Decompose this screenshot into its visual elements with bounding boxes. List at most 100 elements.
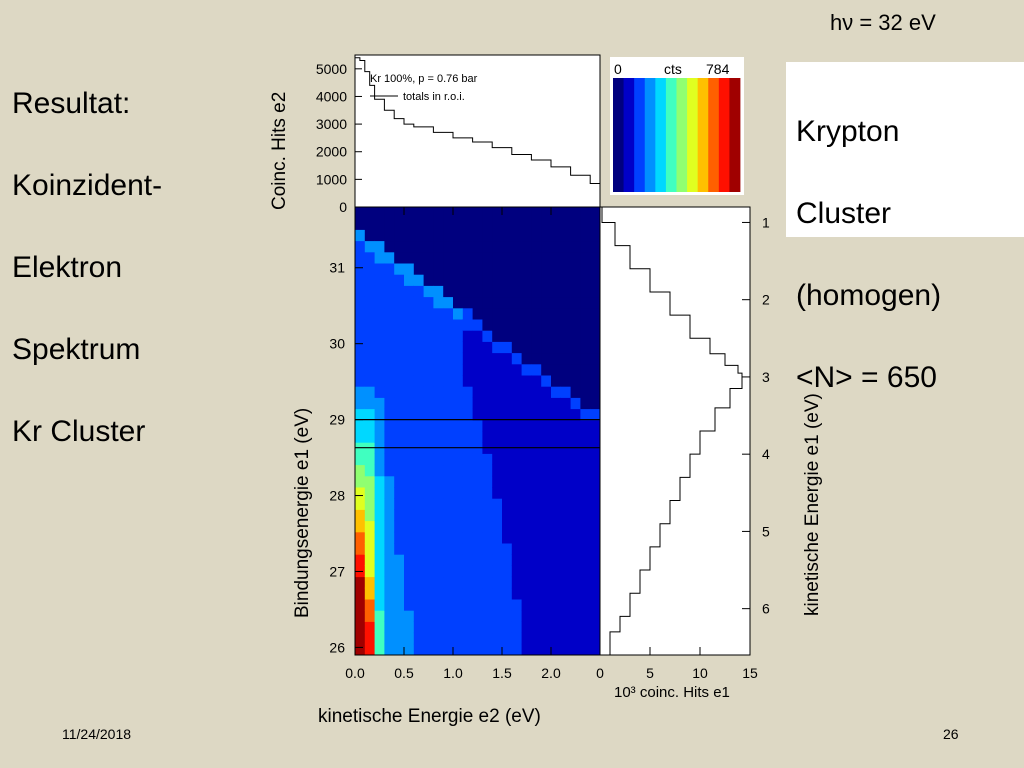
heatmap-cell bbox=[541, 643, 552, 656]
heatmap-cell bbox=[521, 240, 532, 253]
heatmap-cell bbox=[521, 307, 532, 320]
heatmap-cell bbox=[374, 554, 385, 566]
heatmap-cell bbox=[521, 352, 532, 365]
heatmap-cell bbox=[492, 621, 503, 634]
title-line: Resultat: bbox=[12, 87, 131, 120]
heatmap-cell bbox=[384, 296, 395, 309]
heatmap-cell bbox=[590, 498, 601, 510]
heatmap-cell bbox=[374, 543, 385, 555]
heatmap-cell bbox=[531, 576, 542, 589]
heatmap-cell bbox=[492, 554, 503, 566]
heatmap-cell bbox=[394, 543, 405, 555]
heatmap-cell bbox=[453, 419, 464, 432]
heatmap-cell bbox=[521, 621, 532, 634]
heatmap-cell bbox=[511, 464, 523, 477]
heatmap-cell bbox=[394, 363, 405, 376]
heatmap-cell bbox=[511, 419, 523, 432]
heatmap-cell bbox=[443, 453, 454, 466]
heatmap-cell bbox=[394, 251, 405, 264]
heatmap-cell bbox=[384, 330, 395, 342]
heatmap-cell bbox=[560, 487, 572, 499]
heatmap-cell bbox=[511, 520, 523, 533]
heatmap-cell bbox=[453, 207, 464, 219]
heatmap-cell bbox=[502, 263, 513, 275]
heatmap-cell bbox=[531, 498, 542, 510]
heatmap-cell bbox=[511, 330, 523, 342]
title-line: Elektron bbox=[12, 251, 123, 284]
heatmap-cell bbox=[355, 285, 366, 298]
heatmap-cell bbox=[374, 240, 385, 253]
heatmap-cell bbox=[531, 632, 542, 645]
heatmap-cell bbox=[492, 263, 503, 275]
heatmap-cell bbox=[413, 274, 425, 286]
heatmap-cell bbox=[443, 531, 454, 544]
heatmap-cell bbox=[404, 498, 415, 510]
heatmap-cell bbox=[384, 643, 395, 656]
heatmap-cell bbox=[404, 531, 415, 544]
heatmap-cell bbox=[394, 599, 405, 611]
heatmap-cell bbox=[560, 554, 572, 566]
heatmap-ytick-label: 28 bbox=[329, 488, 345, 504]
colorbar-stripe bbox=[687, 78, 699, 192]
heatmap-cell bbox=[570, 397, 581, 410]
heatmap-cell bbox=[433, 240, 444, 253]
right-ytick-label: 1 bbox=[762, 214, 770, 230]
heatmap-cell bbox=[355, 610, 366, 622]
heatmap-cell bbox=[443, 487, 454, 499]
heatmap-cell bbox=[560, 453, 572, 466]
heatmap-cell bbox=[560, 218, 572, 230]
heatmap-cell bbox=[570, 285, 581, 298]
right-ytick-label: 4 bbox=[762, 446, 770, 462]
heatmap-cell bbox=[462, 341, 474, 354]
heatmap-cell bbox=[551, 543, 562, 555]
right-xlabel: 10³ coinc. Hits e1 bbox=[614, 684, 730, 701]
heatmap-cell bbox=[462, 218, 474, 230]
heatmap-cell bbox=[472, 520, 483, 533]
heatmap-cell bbox=[462, 587, 474, 600]
heatmap-cell bbox=[492, 408, 503, 421]
heatmap-cell bbox=[472, 229, 483, 242]
heatmap-cell bbox=[560, 229, 572, 242]
heatmap-cell bbox=[364, 632, 376, 645]
heatmap-cell bbox=[462, 419, 474, 432]
heatmap-cell bbox=[443, 520, 454, 533]
heatmap-cell bbox=[590, 363, 601, 376]
heatmap-cell bbox=[355, 453, 366, 466]
heatmap-cell bbox=[384, 632, 395, 645]
heatmap-cell bbox=[531, 543, 542, 555]
heatmap-cell bbox=[413, 251, 425, 264]
heatmap-cell bbox=[384, 431, 395, 443]
heatmap-cell bbox=[472, 587, 483, 600]
heatmap-cell bbox=[374, 520, 385, 533]
heatmap-cell bbox=[355, 375, 366, 387]
heatmap-xtick-label: 1.0 bbox=[443, 665, 463, 681]
heatmap-cell bbox=[492, 274, 503, 286]
heatmap-cell bbox=[580, 520, 591, 533]
heatmap-cell bbox=[492, 419, 503, 432]
heatmap-ylabel: Bindungsenergie e1 (eV) bbox=[292, 408, 313, 618]
heatmap-cell bbox=[394, 431, 405, 443]
heatmap-cell bbox=[384, 565, 395, 578]
heatmap-cell bbox=[482, 251, 493, 264]
colorbar: 0 cts 784 bbox=[610, 57, 744, 195]
heatmap-cell bbox=[580, 576, 591, 589]
heatmap-cell bbox=[531, 419, 542, 432]
heatmap-cell bbox=[521, 520, 532, 533]
heatmap-cell bbox=[541, 509, 552, 522]
heatmap-cell bbox=[472, 498, 483, 510]
heatmap-cell bbox=[521, 408, 532, 421]
heatmap-cell bbox=[462, 375, 474, 387]
heatmap-cell bbox=[384, 285, 395, 298]
heatmap-cell bbox=[521, 610, 532, 622]
heatmap-cell bbox=[492, 229, 503, 242]
heatmap-cell bbox=[511, 285, 523, 298]
heatmap-cell bbox=[355, 218, 366, 230]
heatmap-cell bbox=[443, 419, 454, 432]
heatmap-cell bbox=[492, 632, 503, 645]
heatmap-cell bbox=[394, 352, 405, 365]
heatmap-cell bbox=[355, 341, 366, 354]
heatmap-cell bbox=[580, 565, 591, 578]
heatmap-cell bbox=[551, 341, 562, 354]
heatmap-cell bbox=[423, 453, 434, 466]
heatmap-cell bbox=[364, 621, 376, 634]
